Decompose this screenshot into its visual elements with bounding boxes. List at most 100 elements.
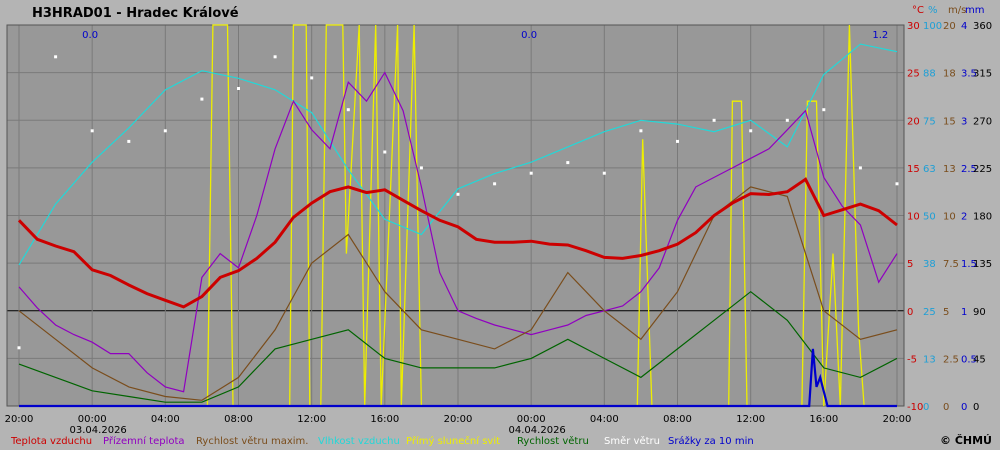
ground-temperature-line <box>18 71 898 393</box>
axis-tick-label: -10 <box>907 402 923 413</box>
precip-total-label: 0.0 <box>521 30 537 41</box>
axis-tick-label: 13 <box>923 354 936 365</box>
wind-direction-point <box>346 108 350 112</box>
wind-direction-point <box>895 182 899 186</box>
x-tick-label: 00:00 <box>78 414 107 425</box>
wind-direction-point <box>273 55 277 59</box>
axis-tick-label: 0 <box>907 307 913 318</box>
axis-tick-label: 88 <box>923 69 936 80</box>
axis-tick-label: 315 <box>973 69 992 80</box>
axis-tick-label: 13 <box>943 164 956 175</box>
axis-tick-label: 3 <box>961 116 967 127</box>
wind-direction-point <box>54 55 58 59</box>
axis-tick-label: 3.5 <box>961 69 977 80</box>
axis-tick-label: 1 <box>961 307 967 318</box>
chart-title: H3HRAD01 - Hradec Králové <box>32 6 239 21</box>
wind-direction-point <box>383 150 387 154</box>
wind-direction-point <box>419 166 423 170</box>
wind-direction-point <box>676 139 679 143</box>
axis-tick-label: 90 <box>973 307 986 318</box>
axis-tick-label: 5 <box>943 307 949 318</box>
legend-entry: Srážky za 10 min <box>668 435 754 447</box>
air-temperature-line <box>17 177 898 309</box>
wind-direction-point <box>237 87 240 90</box>
right-axes: °C302520151050-5-10%100887563503825130m/… <box>907 5 992 413</box>
wind-speed-line <box>18 290 898 403</box>
axis-tick-label: 45 <box>973 354 986 365</box>
axis-tick-label: 360 <box>973 21 992 32</box>
x-tick-label: 20:00 <box>444 414 473 425</box>
precip-total-label: 0.0 <box>82 30 98 41</box>
axis-tick-label: 100 <box>923 21 942 32</box>
wind-direction-point <box>456 192 460 196</box>
legend-entry: Přízemní teplota <box>103 435 185 447</box>
axis-tick-label: 50 <box>923 212 936 223</box>
axis-tick-label: 225 <box>973 164 992 175</box>
sunshine-line <box>19 24 897 407</box>
wind-direction-point <box>163 129 167 133</box>
axis-tick-label: 25 <box>907 69 920 80</box>
axis-tick-label: 63 <box>923 164 936 175</box>
wind-direction-point <box>310 76 314 80</box>
axis-tick-label: 5 <box>907 259 913 270</box>
wind-direction-point <box>749 129 753 133</box>
axis-tick-label: 0 <box>961 402 967 413</box>
x-tick-label: 08:00 <box>224 414 253 425</box>
legend-entry: Směr větru <box>604 435 660 447</box>
precip-total-label: 1.2 <box>872 30 888 41</box>
axis-tick-label: 4 <box>961 21 967 32</box>
axis-tick-label: 18 <box>943 69 956 80</box>
axis-unit-label: % <box>928 5 938 16</box>
axis-tick-label: 2.5 <box>961 164 977 175</box>
axis-tick-label: 20 <box>907 116 920 127</box>
x-axis: 20:00 00:00 04:00 08:00 12:00 16:00 20:00 00:00… <box>5 30 912 436</box>
axis-tick-label: 135 <box>973 259 992 270</box>
axis-tick-label: 1.5 <box>961 259 977 270</box>
axis-tick-label: 2.5 <box>943 354 959 365</box>
copyright: © ČHMÚ <box>940 434 992 447</box>
date-label: 04.04.2026 <box>509 425 566 436</box>
axis-tick-label: 0 <box>973 402 979 413</box>
x-tick-label: 20:00 <box>5 414 34 425</box>
axis-tick-label: 10 <box>943 212 956 223</box>
axis-tick-label: 20 <box>943 21 956 32</box>
wind-direction-point <box>493 182 497 186</box>
axis-unit-label: °C <box>912 5 924 16</box>
data-series <box>17 24 899 408</box>
x-tick-label: 12:00 <box>297 414 326 425</box>
axis-tick-label: 75 <box>923 116 936 127</box>
axis-tick-label: 10 <box>907 212 920 223</box>
x-tick-label: 04:00 <box>151 414 180 425</box>
legend-entry: Vlhkost vzduchu <box>318 436 400 447</box>
wind-direction-point <box>127 139 131 143</box>
axis-tick-label: 270 <box>973 116 992 127</box>
wind-direction-point <box>602 171 606 175</box>
axis-unit-label: m/s <box>948 5 966 16</box>
axis-tick-label: 0 <box>923 402 929 413</box>
axis-unit-label: mm <box>965 5 984 16</box>
wind-direction-point <box>90 129 94 133</box>
legend-entry: Teplota vzduchu <box>10 436 92 447</box>
x-tick-label: 16:00 <box>809 414 838 425</box>
humidity-line <box>18 43 898 266</box>
axis-tick-label: 25 <box>923 307 936 318</box>
wind-direction-point <box>822 108 826 112</box>
wind-direction-point <box>200 97 204 101</box>
date-label: 03.04.2026 <box>70 425 127 436</box>
legend-entry: Rychlost větru <box>517 435 589 447</box>
wind-direction-point <box>712 118 716 122</box>
x-tick-label: 16:00 <box>370 414 399 425</box>
x-tick-label: 12:00 <box>736 414 765 425</box>
axis-tick-label: 15 <box>943 116 956 127</box>
wind-direction-point <box>17 346 21 350</box>
legend-entry: Přímý sluneční svit <box>406 435 500 447</box>
axis-tick-label: 30 <box>907 21 920 32</box>
legend-entry: Rychlost větru maxim. <box>196 435 308 447</box>
x-tick-label: 00:00 <box>517 414 546 425</box>
axis-tick-label: 15 <box>907 164 920 175</box>
axis-tick-label: 7.5 <box>943 259 959 270</box>
wind-gust-line <box>18 186 898 401</box>
wind-direction-point <box>639 129 643 133</box>
wind-direction-point <box>858 166 862 170</box>
axis-tick-label: 2 <box>961 212 967 223</box>
